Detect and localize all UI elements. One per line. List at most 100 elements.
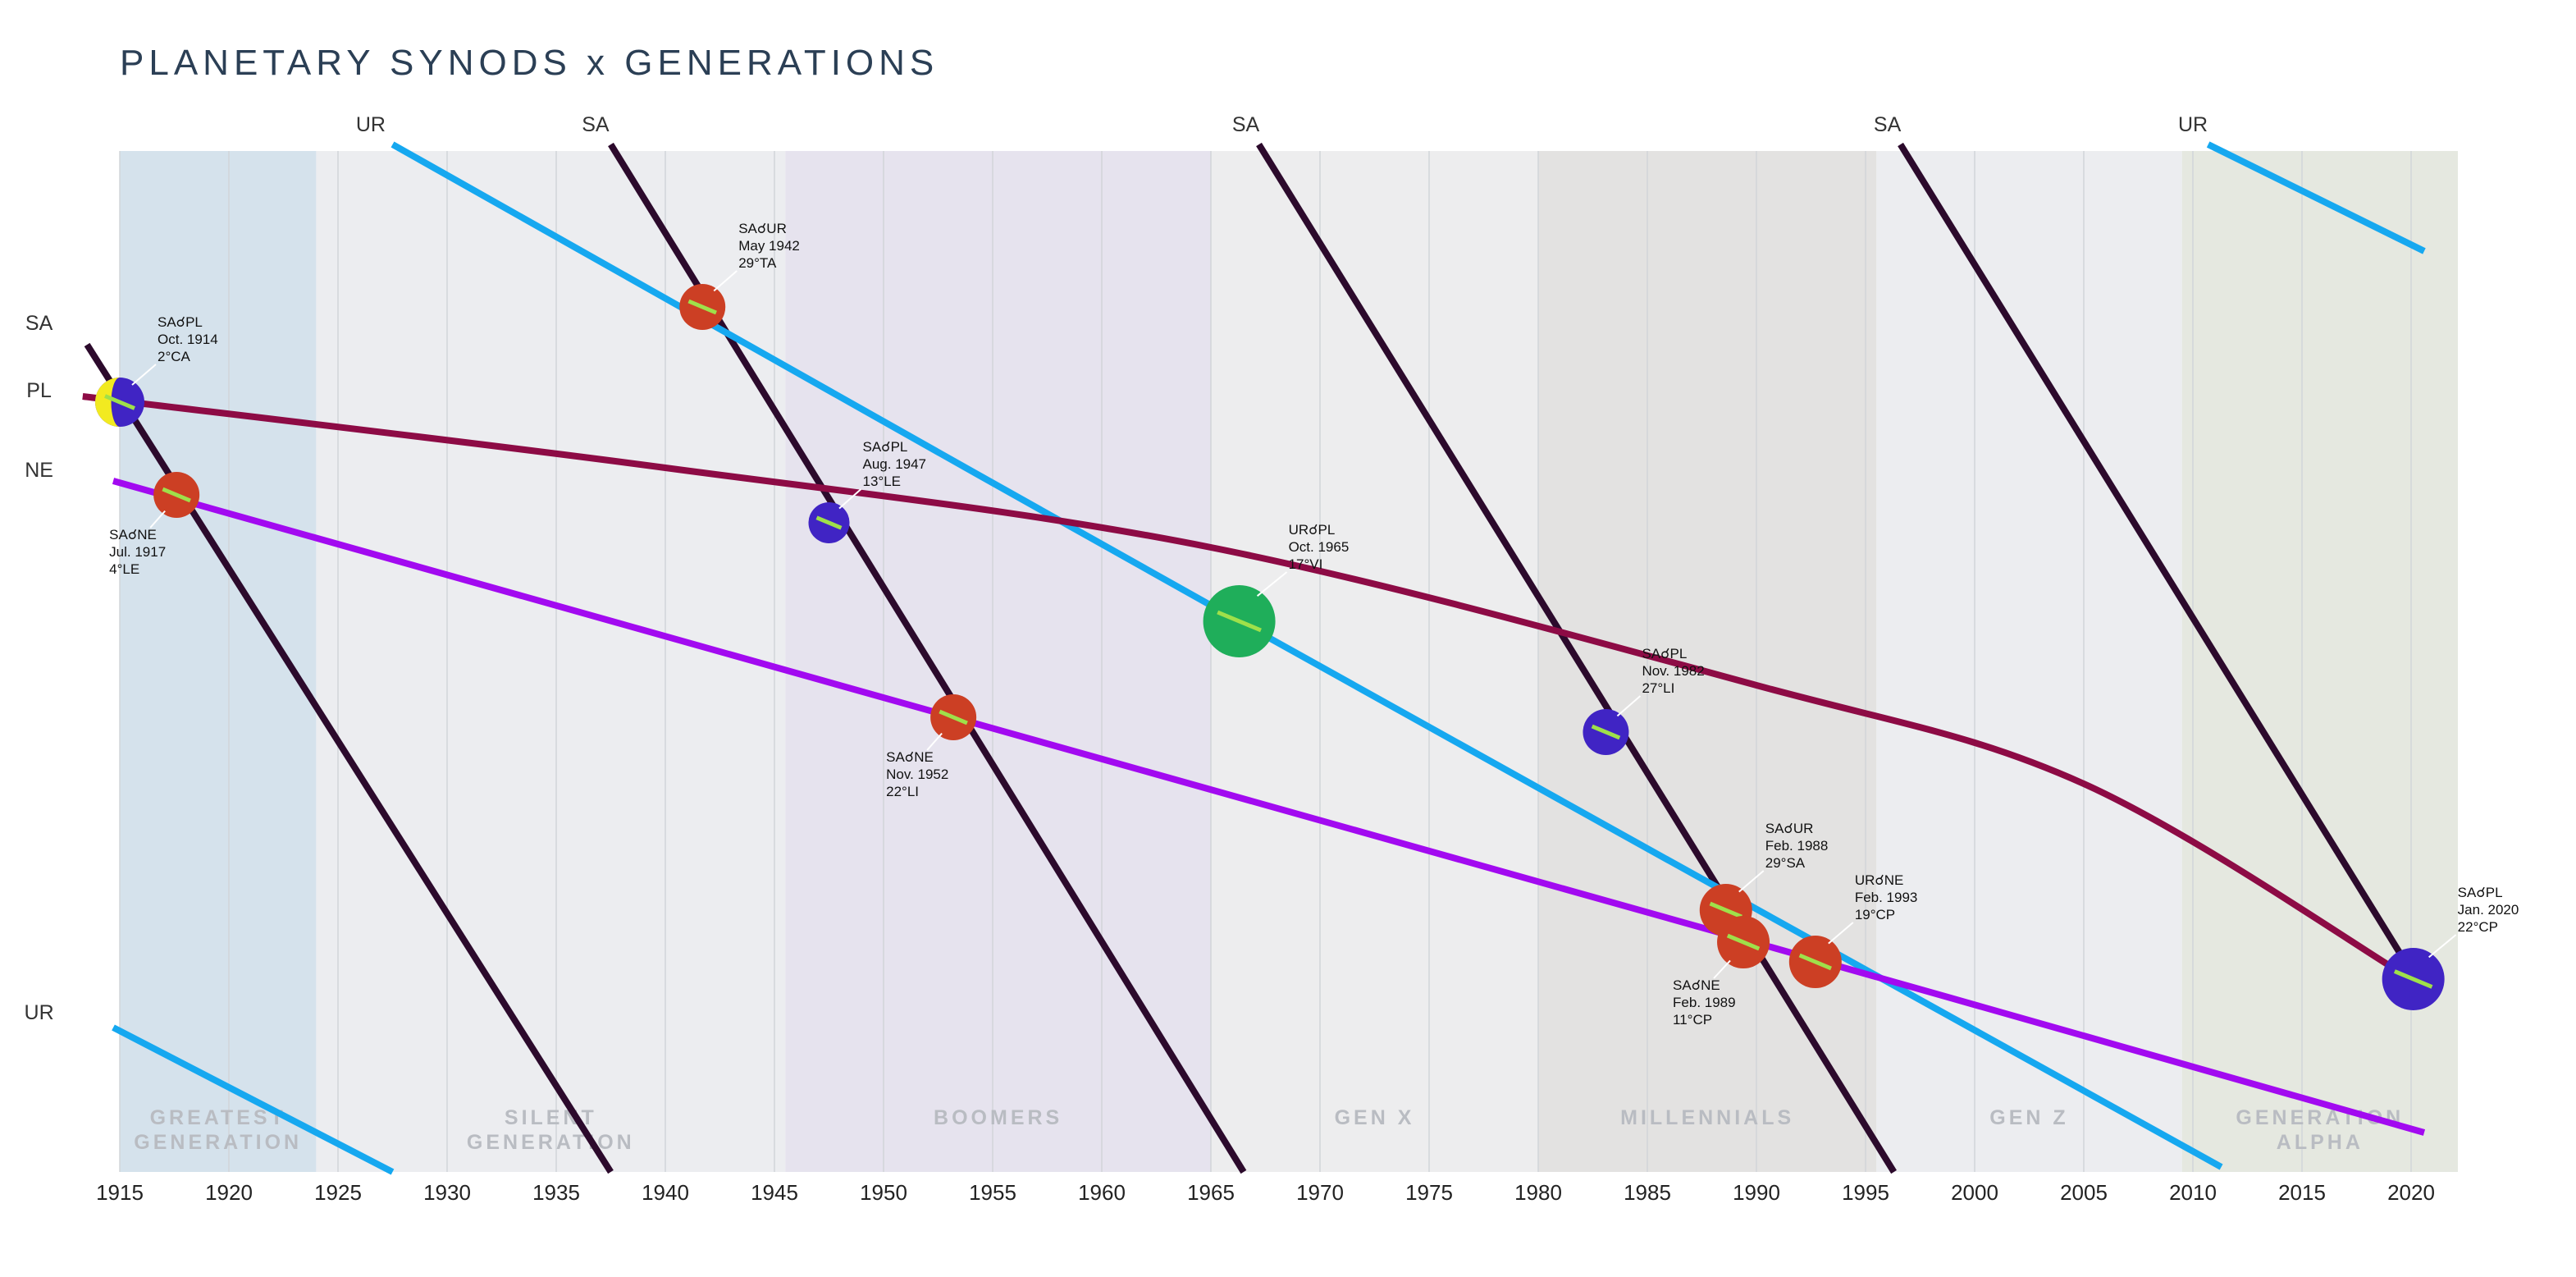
generation-band	[120, 151, 317, 1172]
conjunction-label: SA☌PL	[2458, 885, 2503, 900]
conjunction-label: Feb. 1989	[1673, 995, 1736, 1010]
conjunction-label: Jul. 1917	[109, 544, 166, 560]
x-tick-label: 1930	[423, 1180, 471, 1205]
annotation-leader	[713, 270, 738, 292]
x-tick-label: 2000	[1951, 1180, 1998, 1205]
conjunction-label: Nov. 1982	[1642, 663, 1704, 679]
series-line-ne	[112, 478, 2426, 1136]
generation-label: GEN X	[1335, 1106, 1415, 1129]
annotation-leader	[1713, 959, 1731, 979]
x-tick-label: 1975	[1405, 1180, 1453, 1205]
conjunction-marker: SA☌NE Feb. 1989 11°CP	[1673, 916, 1770, 1028]
generation-bands	[120, 151, 2458, 1172]
crossing-mark	[1591, 724, 1621, 740]
series-line-ur	[2206, 141, 2426, 254]
crossing-mark	[104, 394, 135, 410]
generation-label: GENERATION	[467, 1131, 635, 1154]
conjunction-label: 2°CA	[158, 349, 191, 364]
x-tick-label: 2005	[2060, 1180, 2108, 1205]
conjunction-label: 27°LI	[1642, 680, 1674, 696]
series-label: UR	[2178, 113, 2208, 136]
conjunction-marker: UR☌NE Feb. 1993 19°CP	[1788, 872, 1918, 988]
conjunction-label: UR☌PL	[1289, 522, 1336, 538]
conjunction-label: Aug. 1947	[863, 456, 927, 472]
crossing-mark	[2393, 969, 2433, 989]
series-label: PL	[26, 379, 52, 402]
generation-band	[1211, 151, 1538, 1172]
series-label: SA	[1874, 113, 1902, 136]
series-line-ur	[112, 1024, 395, 1175]
conjunction-label: Feb. 1988	[1765, 838, 1829, 854]
crossing-mark	[1217, 610, 1262, 633]
x-tick-label: 1980	[1514, 1180, 1562, 1205]
x-tick-label: 1970	[1296, 1180, 1344, 1205]
x-tick-label: 1920	[205, 1180, 253, 1205]
crossing-mark	[162, 487, 191, 503]
series-line-sa	[1256, 142, 1897, 1174]
x-tick-label: 1940	[642, 1180, 689, 1205]
annotation-leader	[1828, 922, 1854, 945]
conjunction-label: 11°CP	[1673, 1012, 1712, 1028]
series-label: NE	[25, 459, 53, 482]
conjunction-marker: SA☌NE Nov. 1952 22°LI	[886, 694, 977, 799]
generation-label: BOOMERS	[934, 1106, 1062, 1129]
annotation-leader	[2428, 934, 2457, 959]
conjunction-label: 17°VI	[1289, 556, 1323, 572]
annotation-leader	[131, 364, 157, 386]
conjunction-label: Feb. 1993	[1855, 890, 1918, 905]
conjunction-label: SA☌UR	[1765, 821, 1814, 836]
x-tick-label: 1985	[1624, 1180, 1671, 1205]
generation-label: ALPHA	[2277, 1131, 2364, 1154]
series-label: UR	[25, 1001, 54, 1024]
x-tick-label: 1950	[860, 1180, 907, 1205]
x-tick-label: 2015	[2278, 1180, 2326, 1205]
x-tick-label: 1935	[532, 1180, 580, 1205]
x-tick-label: 1955	[969, 1180, 1016, 1205]
crossing-mark	[815, 515, 843, 530]
series-label: SA	[1232, 113, 1260, 136]
annotation-leader	[838, 488, 862, 510]
x-tick-label: 1990	[1733, 1180, 1780, 1205]
x-tick-label: 1925	[314, 1180, 362, 1205]
series-label: SA	[582, 113, 610, 136]
annotation-leader	[1256, 571, 1288, 597]
conjunction-label: SA☌NE	[1673, 977, 1720, 993]
conjunction-label: 13°LE	[863, 474, 902, 489]
conjunction-label: SA☌PL	[863, 439, 908, 455]
conjunction-label: SA☌PL	[158, 314, 203, 330]
conjunction-label: SA☌UR	[738, 221, 787, 236]
series-label: SA	[25, 312, 53, 335]
conjunction-label: 29°TA	[738, 255, 777, 271]
x-tick-label: 2010	[2169, 1180, 2217, 1205]
annotation-leader	[1616, 695, 1642, 717]
series-line-sa	[1898, 142, 2425, 991]
conjunction-label: 19°CP	[1855, 907, 1895, 922]
crossing-mark	[687, 299, 717, 315]
annotation-leader	[1738, 870, 1765, 893]
x-tick-label: 1965	[1187, 1180, 1235, 1205]
conjunction-label: 22°LI	[886, 784, 919, 799]
crossing-mark	[1726, 933, 1761, 951]
generation-label: MILLENNIALS	[1620, 1106, 1794, 1129]
annotation-leader	[149, 510, 166, 529]
conjunction-label: Jan. 2020	[2458, 902, 2519, 918]
series-label: UR	[356, 113, 386, 136]
annotation-leader	[926, 732, 943, 751]
generation-label: GREATEST	[150, 1106, 286, 1129]
conjunction-label: SA☌PL	[1642, 646, 1687, 661]
conjunction-label: 29°SA	[1765, 855, 1806, 871]
crossing-mark	[1798, 953, 1832, 971]
conjunction-label: SA☌NE	[886, 749, 934, 765]
x-tick-label: 1960	[1078, 1180, 1126, 1205]
crossing-mark	[939, 709, 968, 725]
x-tick-label: 1915	[96, 1180, 144, 1205]
conjunction-label: May 1942	[738, 238, 800, 254]
conjunction-label: UR☌NE	[1855, 872, 1904, 888]
